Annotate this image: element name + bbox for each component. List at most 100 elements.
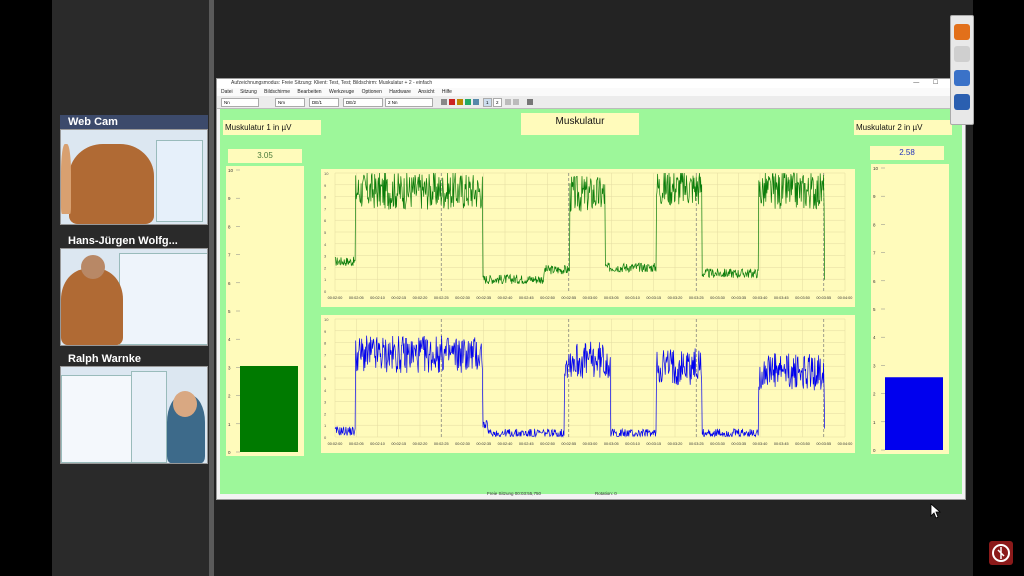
panel-divider[interactable] [209, 0, 214, 576]
x-tick-label: 00:02:00 [328, 296, 343, 300]
screen-icon[interactable] [473, 99, 479, 105]
channel2-gauge: 10 9 8 7 6 5 4 3 2 1 0 [871, 164, 949, 454]
participant-tile-ralph[interactable]: Ralph Warnke [60, 352, 208, 464]
page-button-2[interactable]: 2 [493, 98, 502, 107]
channel-select-4[interactable]: DE/2 [343, 98, 383, 107]
x-tick-label: 00:03:35 [731, 442, 746, 446]
gauge-tick-label: 6 [228, 281, 231, 286]
x-tick-label: 00:03:05 [604, 442, 619, 446]
x-tick-label: 00:03:50 [795, 442, 810, 446]
x-tick-label: 00:02:45 [519, 442, 534, 446]
exit-icon[interactable] [954, 24, 970, 40]
x-tick-label: 00:03:15 [646, 442, 661, 446]
menu-bar: Datei Sitzung Bildschirme Bearbeiten Wer… [217, 88, 965, 96]
x-tick-label: 00:03:40 [753, 442, 768, 446]
x-tick-label: 00:02:20 [413, 442, 428, 446]
window-controls[interactable]: — ☐ ✕ [913, 80, 963, 86]
y-tick-label: 4 [324, 242, 327, 247]
channel2-chart: 10 9 8 7 6 5 4 3 2 1 0 00:02:00 00:02:05 00:02:10 00:0… [321, 315, 855, 453]
x-tick-label: 00:02:20 [413, 296, 428, 300]
gauge-tick-label: 4 [873, 335, 876, 340]
help-icon[interactable] [954, 94, 970, 110]
menu-sitzung[interactable]: Sitzung [240, 89, 257, 95]
channel1-chart: 10 9 8 7 6 5 4 3 2 1 0 00:02:00 00:02:05 00:02:10 00:0… [321, 169, 855, 307]
y-tick-label: 2 [324, 265, 327, 270]
x-tick-label: 00:03:10 [625, 442, 640, 446]
gauge-tick-label: 2 [228, 394, 231, 399]
gauge-tick-label: 10 [873, 166, 879, 171]
x-tick-label: 00:02:05 [349, 442, 364, 446]
pause-icon[interactable] [457, 99, 463, 105]
participant-tile-webcam[interactable]: Web Cam [60, 115, 208, 225]
gauge-tick-label: 4 [228, 337, 231, 342]
menu-optionen[interactable]: Optionen [361, 89, 382, 95]
play-icon[interactable] [465, 99, 471, 105]
x-tick-label: 00:02:15 [391, 442, 406, 446]
y-tick-label: 9 [324, 183, 327, 188]
pointer-icon[interactable] [954, 46, 970, 62]
menu-werkzeuge[interactable]: Werkzeuge [328, 89, 355, 95]
gauge-tick-label: 6 [873, 279, 876, 284]
mouse-cursor-icon [930, 503, 942, 519]
x-tick-label: 00:02:15 [391, 296, 406, 300]
y-tick-label: 8 [324, 341, 327, 346]
x-tick-label: 00:02:35 [476, 442, 491, 446]
annotate-icon[interactable] [954, 70, 970, 86]
x-tick-label: 00:02:05 [349, 296, 364, 300]
record-icon[interactable] [449, 99, 455, 105]
gauge-tick-label: 8 [228, 224, 231, 229]
channel-select-2[interactable]: Nm [275, 98, 305, 107]
settings-icon[interactable] [527, 99, 533, 105]
channel-select-1[interactable]: Nn [221, 98, 259, 107]
x-tick-label: 00:03:55 [816, 296, 831, 300]
window-titlebar: Aufzeichnungsmodus: Freie Sitzung: Klien… [217, 79, 965, 88]
status-rotation: Rotation: 0 [595, 491, 617, 496]
app-logo-icon [989, 541, 1013, 565]
menu-hilfe[interactable]: Hilfe [441, 89, 452, 95]
signal-line [334, 335, 825, 438]
channel-select-5[interactable]: 2 Nn [385, 98, 433, 107]
y-tick-label: 9 [324, 329, 327, 334]
x-tick-label: 00:02:10 [370, 296, 385, 300]
channel2-bar [885, 377, 943, 450]
y-tick-label: 8 [324, 195, 327, 200]
gauge-tick-label: 5 [873, 307, 876, 312]
y-tick-label: 5 [324, 230, 327, 235]
y-tick-label: 10 [324, 317, 329, 322]
channel-select-3[interactable]: DE/1 [309, 98, 339, 107]
y-tick-label: 10 [324, 171, 329, 176]
participant-video [60, 248, 208, 346]
gauge-tick-label: 9 [228, 196, 231, 201]
gauge-tick-label: 7 [873, 251, 876, 256]
menu-ansicht[interactable]: Ansicht [418, 89, 435, 95]
x-tick-label: 00:04:00 [838, 296, 853, 300]
channel1-value: 3.05 [228, 149, 302, 163]
x-tick-label: 00:03:25 [689, 296, 704, 300]
menu-datei[interactable]: Datei [221, 89, 233, 95]
x-tick-label: 00:02:30 [455, 296, 470, 300]
x-tick-label: 00:02:00 [328, 442, 343, 446]
menu-hardware[interactable]: Hardware [389, 89, 411, 95]
gauge-tick-label: 2 [873, 392, 876, 397]
arrow-right-icon[interactable] [513, 99, 519, 105]
x-tick-label: 00:03:10 [625, 296, 640, 300]
menu-bearbeiten[interactable]: Bearbeiten [297, 89, 322, 95]
channel1-bar [240, 365, 298, 452]
biofeedback-window: Aufzeichnungsmodus: Freie Sitzung: Klien… [216, 78, 966, 500]
participant-tile-hans[interactable]: Hans-Jürgen Wolfg... [60, 234, 208, 346]
x-tick-label: 00:02:40 [498, 442, 513, 446]
page-button-1[interactable]: 1 [483, 98, 492, 107]
y-tick-label: 0 [324, 435, 327, 440]
menu-bildschirme[interactable]: Bildschirme [264, 89, 290, 95]
gauge-tick-label: 10 [228, 168, 234, 173]
gauge-tick-label: 9 [873, 194, 876, 199]
screen-title: Muskulatur [521, 113, 639, 135]
stop-icon[interactable] [441, 99, 447, 105]
toolbar: Nn Nm DE/1 DE/2 2 Nn 1 2 [217, 96, 965, 109]
arrow-left-icon[interactable] [505, 99, 511, 105]
gauge-tick-label: 3 [228, 365, 231, 370]
x-tick-label: 00:03:55 [816, 442, 831, 446]
x-tick-label: 00:02:10 [370, 442, 385, 446]
